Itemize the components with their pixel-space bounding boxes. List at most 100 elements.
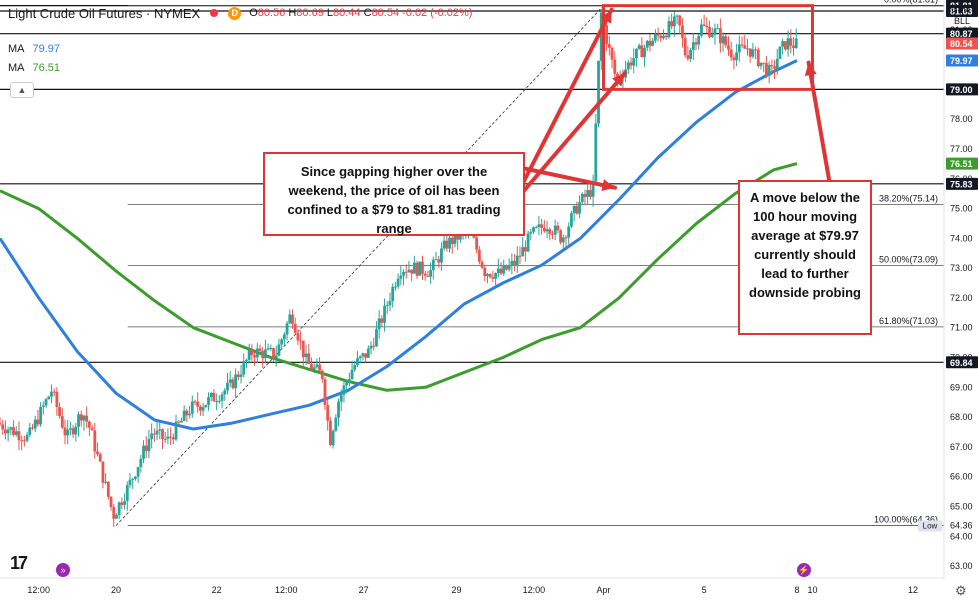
candle-body: [356, 358, 359, 366]
candle-body: [505, 265, 508, 270]
candle-body: [361, 353, 365, 357]
candle-body: [640, 45, 644, 58]
candle-body: [334, 417, 338, 431]
candle-body: [82, 415, 86, 421]
candle-body: [594, 123, 598, 182]
candle-body: [44, 399, 48, 406]
candle-body: [548, 229, 552, 234]
candle-body: [312, 367, 316, 370]
candle-body: [220, 394, 224, 401]
x-tick-label: 20: [111, 585, 121, 595]
go-to-live-button[interactable]: ⚡: [797, 563, 811, 577]
candle-body: [480, 261, 484, 268]
candle-body: [125, 485, 129, 502]
candle-body: [721, 36, 725, 44]
moving-averages-layer: [0, 59, 798, 431]
currency-unit[interactable]: USD BLL: [951, 3, 970, 27]
candle-body: [323, 379, 327, 405]
range-box: [602, 4, 814, 91]
change-value: -0.02 (-0.02%): [402, 7, 473, 19]
scroll-back-button[interactable]: »: [56, 563, 70, 577]
gear-icon[interactable]: ⚙: [955, 583, 967, 598]
candle-body: [697, 35, 701, 45]
price-axis-layer[interactable]: 63.0064.0065.0066.0067.0068.0069.0070.00…: [918, 0, 978, 602]
candle-body: [494, 273, 497, 279]
time-axis-layer[interactable]: 12:00 20 22 12:00 27 29 12:00 Apr 5 8 10 12: [0, 577, 944, 595]
candle-body: [743, 45, 747, 49]
candle-body: [55, 391, 59, 408]
ma-legend-200[interactable]: MA 76.51: [8, 62, 60, 74]
candle-body: [128, 479, 132, 486]
candle-body: [653, 34, 657, 41]
candle-body: [605, 25, 609, 45]
candle-body: [339, 394, 343, 402]
candle-body: [778, 46, 782, 59]
candle-body: [632, 58, 636, 66]
close-key: C: [363, 7, 372, 19]
candle-body: [269, 348, 273, 350]
candle-body: [101, 461, 105, 483]
symbol-title[interactable]: Light Crude Oil Futures · NYMEX: [8, 5, 201, 21]
candle-body: [106, 481, 110, 497]
candle-body: [364, 353, 368, 358]
candle-body: [33, 419, 37, 429]
candle-body: [377, 318, 381, 330]
candle-body: [353, 365, 357, 370]
x-tick-label: 27: [359, 585, 369, 595]
candle-body: [572, 205, 576, 214]
candle-body: [161, 429, 164, 439]
candle-body: [523, 247, 527, 252]
candle-body: [318, 364, 321, 371]
candle-body: [534, 227, 538, 229]
candle-body: [616, 73, 619, 78]
candle-body: [735, 52, 739, 61]
candle-body: [304, 353, 308, 358]
candle-body: [155, 430, 159, 435]
price-axis-background: [944, 0, 978, 602]
candle-body: [648, 40, 652, 46]
candle-body: [759, 62, 763, 67]
candle-body: [177, 421, 181, 423]
candle-body: [231, 379, 235, 389]
candle-body: [529, 231, 533, 234]
candle-body: [301, 340, 305, 358]
candle-body: [475, 237, 479, 250]
candle-body: [599, 12, 603, 61]
candle-body: [239, 374, 243, 377]
tradingview-logo[interactable]: 17: [10, 553, 28, 573]
candle-body: [280, 339, 284, 345]
candle-body: [79, 414, 83, 421]
candle-body: [25, 434, 29, 441]
candle-body: [564, 237, 568, 239]
ma-100-line: [0, 59, 798, 431]
candle-body: [96, 451, 99, 455]
high-value: 80.69: [296, 7, 324, 19]
candle-body: [556, 225, 560, 231]
candle-body: [404, 271, 408, 273]
candle-body: [586, 190, 590, 197]
candle-body: [570, 213, 573, 227]
x-tick-label: 29: [452, 585, 462, 595]
delayed-data-badge[interactable]: D: [228, 6, 242, 20]
y-tick-label: 77.00: [950, 144, 973, 154]
candle-body: [136, 467, 140, 477]
y-tick-label: 75.00: [950, 204, 973, 214]
collapse-legend-button[interactable]: ▲: [10, 82, 34, 98]
candle-body: [199, 406, 202, 411]
x-tick-label: 10: [807, 585, 817, 595]
close-value: 80.54: [371, 7, 400, 19]
candle-body: [537, 224, 541, 228]
price-label: 69.84: [950, 358, 973, 368]
candle-body: [429, 270, 433, 277]
fibonacci-layer: 0.00%(81.81) 38.20%(75.14) 50.00%(73.09) 61…: [127, 0, 944, 526]
candle-body: [580, 193, 584, 203]
candle-body: [152, 433, 156, 435]
price-label-bg: [946, 5, 978, 18]
candle-body: [226, 382, 229, 391]
candle-body: [90, 427, 94, 431]
y-tick-label: 73.00: [950, 263, 973, 273]
candle-body: [610, 47, 614, 60]
candle-body: [134, 476, 137, 479]
ma-legend-100[interactable]: MA 79.97: [8, 43, 60, 55]
